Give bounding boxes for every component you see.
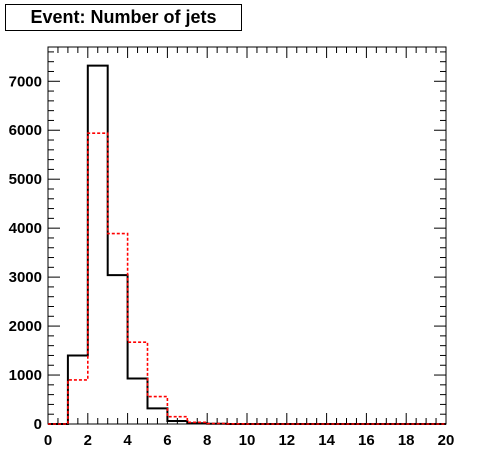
x-tick-label: 12 <box>278 432 295 449</box>
chart-title-box: Event: Number of jets <box>5 4 242 31</box>
x-tick-label: 8 <box>203 432 211 449</box>
y-tick-label: 1000 <box>9 367 42 384</box>
x-tick-label: 18 <box>398 432 415 449</box>
x-tick-label: 6 <box>163 432 171 449</box>
histogram-series <box>48 64 446 425</box>
x-tick-label: 0 <box>44 432 52 449</box>
y-axis-ticks: 0 1000 2000 3000 4000 5000 6000 7000 <box>9 51 446 433</box>
x-tick-label: 20 <box>438 432 455 449</box>
y-tick-label: 5000 <box>9 171 42 188</box>
y-tick-label: 0 <box>34 416 42 433</box>
y-tick-label: 7000 <box>9 73 42 90</box>
series-dashed-red <box>48 132 446 425</box>
x-tick-label: 14 <box>318 432 335 449</box>
y-tick-label: 3000 <box>9 269 42 286</box>
y-tick-label: 2000 <box>9 318 42 335</box>
x-tick-label: 2 <box>84 432 92 449</box>
y-tick-label: 6000 <box>9 122 42 139</box>
series-solid-black <box>48 64 446 425</box>
chart-title: Event: Number of jets <box>30 7 217 27</box>
y-tick-label: 4000 <box>9 220 42 237</box>
x-axis-ticks: 0 2 4 6 8 10 12 14 16 18 20 <box>44 47 455 449</box>
x-tick-label: 16 <box>358 432 375 449</box>
x-tick-label: 10 <box>239 432 256 449</box>
x-tick-label: 4 <box>123 432 132 449</box>
